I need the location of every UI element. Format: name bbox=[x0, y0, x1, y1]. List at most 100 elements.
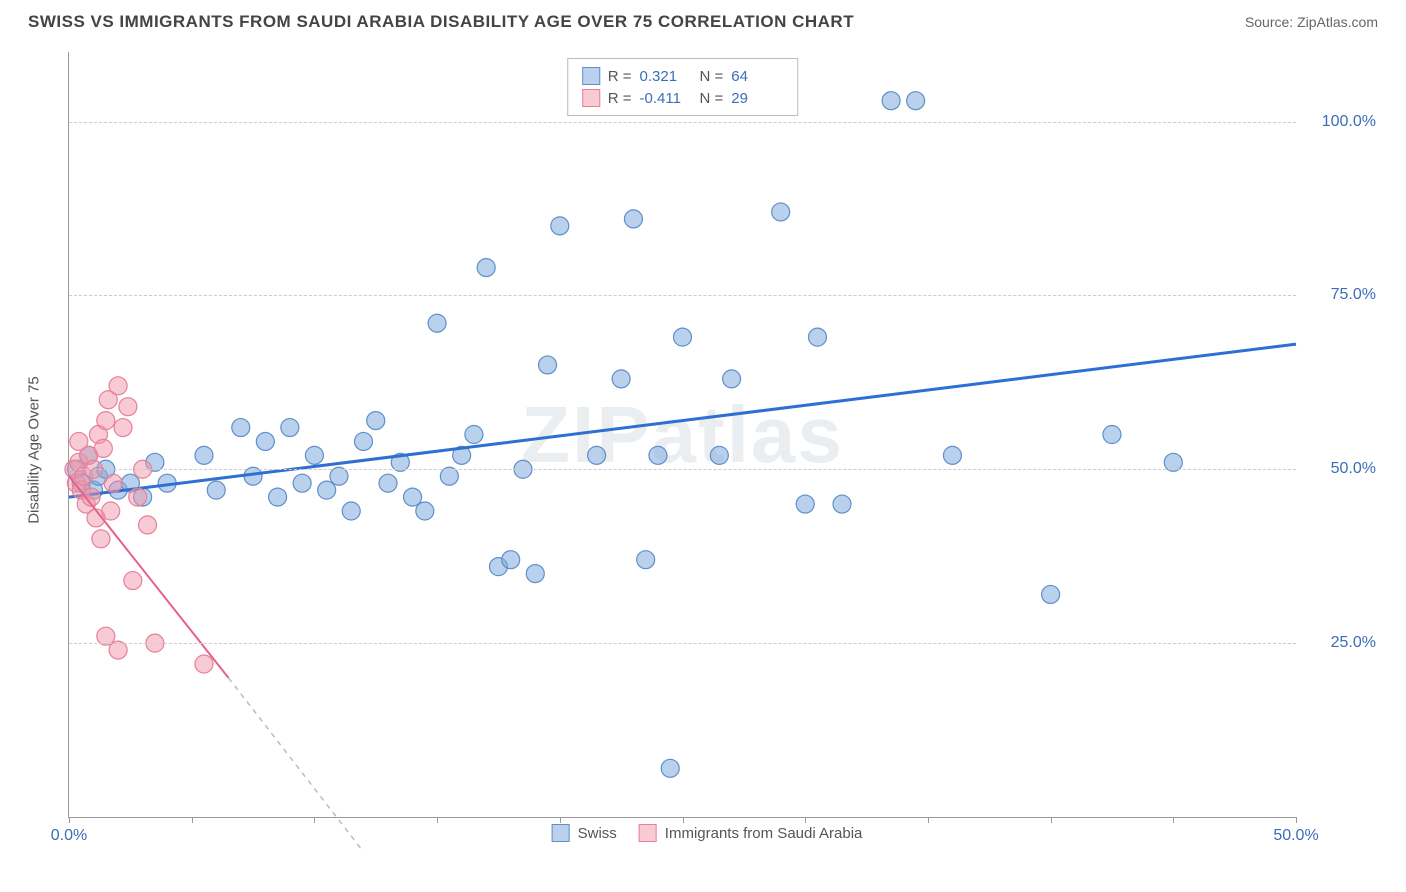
y-tick-label: 100.0% bbox=[1306, 113, 1376, 131]
data-point-swiss[interactable] bbox=[256, 432, 274, 450]
y-tick-label: 25.0% bbox=[1306, 634, 1376, 652]
data-point-swiss[interactable] bbox=[637, 551, 655, 569]
data-point-swiss[interactable] bbox=[1042, 585, 1060, 603]
bottom-legend: Swiss Immigrants from Saudi Arabia bbox=[552, 824, 863, 842]
data-point-swiss[interactable] bbox=[404, 488, 422, 506]
swatch-swiss bbox=[582, 67, 600, 85]
data-point-swiss[interactable] bbox=[772, 203, 790, 221]
data-point-saudi[interactable] bbox=[124, 572, 142, 590]
swatch-swiss bbox=[552, 824, 570, 842]
data-point-saudi[interactable] bbox=[94, 439, 112, 457]
swatch-saudi bbox=[639, 824, 657, 842]
data-point-swiss[interactable] bbox=[551, 217, 569, 235]
chart-title: SWISS VS IMMIGRANTS FROM SAUDI ARABIA DI… bbox=[28, 12, 854, 32]
grid-line bbox=[69, 295, 1296, 296]
swatch-saudi bbox=[582, 89, 600, 107]
r-value-saudi: -0.411 bbox=[640, 90, 692, 107]
data-point-swiss[interactable] bbox=[661, 759, 679, 777]
scatter-svg bbox=[69, 52, 1296, 817]
data-point-swiss[interactable] bbox=[195, 446, 213, 464]
trend-line-dash bbox=[229, 678, 364, 852]
data-point-swiss[interactable] bbox=[379, 474, 397, 492]
data-point-swiss[interactable] bbox=[539, 356, 557, 374]
grid-line bbox=[69, 122, 1296, 123]
data-point-swiss[interactable] bbox=[526, 565, 544, 583]
r-label: R = bbox=[608, 90, 632, 107]
legend-label-swiss: Swiss bbox=[578, 825, 617, 842]
n-label: N = bbox=[700, 68, 724, 85]
data-point-swiss[interactable] bbox=[833, 495, 851, 513]
x-tick bbox=[437, 817, 438, 823]
x-tick bbox=[560, 817, 561, 823]
x-tick bbox=[314, 817, 315, 823]
data-point-swiss[interactable] bbox=[207, 481, 225, 499]
data-point-swiss[interactable] bbox=[502, 551, 520, 569]
data-point-swiss[interactable] bbox=[674, 328, 692, 346]
data-point-saudi[interactable] bbox=[139, 516, 157, 534]
data-point-swiss[interactable] bbox=[305, 446, 323, 464]
data-point-swiss[interactable] bbox=[649, 446, 667, 464]
data-point-saudi[interactable] bbox=[97, 412, 115, 430]
data-point-swiss[interactable] bbox=[465, 426, 483, 444]
x-tick bbox=[69, 817, 70, 823]
data-point-swiss[interactable] bbox=[269, 488, 287, 506]
data-point-swiss[interactable] bbox=[710, 446, 728, 464]
n-value-saudi: 29 bbox=[731, 90, 783, 107]
data-point-swiss[interactable] bbox=[354, 432, 372, 450]
data-point-saudi[interactable] bbox=[102, 502, 120, 520]
data-point-swiss[interactable] bbox=[907, 92, 925, 110]
stats-row-saudi: R = -0.411 N = 29 bbox=[582, 87, 784, 109]
data-point-swiss[interactable] bbox=[367, 412, 385, 430]
legend-label-saudi: Immigrants from Saudi Arabia bbox=[665, 825, 863, 842]
data-point-swiss[interactable] bbox=[882, 92, 900, 110]
data-point-swiss[interactable] bbox=[723, 370, 741, 388]
x-tick bbox=[192, 817, 193, 823]
grid-line bbox=[69, 469, 1296, 470]
data-point-saudi[interactable] bbox=[70, 432, 88, 450]
x-tick bbox=[928, 817, 929, 823]
legend-item-swiss[interactable]: Swiss bbox=[552, 824, 617, 842]
x-tick-label: 0.0% bbox=[51, 827, 87, 845]
data-point-swiss[interactable] bbox=[624, 210, 642, 228]
data-point-saudi[interactable] bbox=[109, 377, 127, 395]
data-point-saudi[interactable] bbox=[195, 655, 213, 673]
x-tick-label: 50.0% bbox=[1273, 827, 1318, 845]
source-prefix: Source: bbox=[1245, 14, 1297, 30]
chart-container: Disability Age Over 75 ZIPatlas R = 0.32… bbox=[28, 52, 1386, 848]
data-point-saudi[interactable] bbox=[119, 398, 137, 416]
grid-line bbox=[69, 643, 1296, 644]
r-value-swiss: 0.321 bbox=[640, 68, 692, 85]
data-point-swiss[interactable] bbox=[342, 502, 360, 520]
data-point-swiss[interactable] bbox=[1103, 426, 1121, 444]
data-point-swiss[interactable] bbox=[588, 446, 606, 464]
stats-legend-box: R = 0.321 N = 64 R = -0.411 N = 29 bbox=[567, 58, 799, 116]
data-point-saudi[interactable] bbox=[104, 474, 122, 492]
data-point-swiss[interactable] bbox=[293, 474, 311, 492]
data-point-swiss[interactable] bbox=[281, 419, 299, 437]
r-label: R = bbox=[608, 68, 632, 85]
source-link[interactable]: ZipAtlas.com bbox=[1297, 14, 1378, 30]
data-point-swiss[interactable] bbox=[943, 446, 961, 464]
data-point-swiss[interactable] bbox=[416, 502, 434, 520]
y-tick-label: 50.0% bbox=[1306, 460, 1376, 478]
n-label: N = bbox=[700, 90, 724, 107]
x-tick bbox=[1051, 817, 1052, 823]
data-point-swiss[interactable] bbox=[612, 370, 630, 388]
data-point-swiss[interactable] bbox=[477, 259, 495, 277]
data-point-swiss[interactable] bbox=[232, 419, 250, 437]
legend-item-saudi[interactable]: Immigrants from Saudi Arabia bbox=[639, 824, 863, 842]
data-point-saudi[interactable] bbox=[129, 488, 147, 506]
data-point-swiss[interactable] bbox=[808, 328, 826, 346]
plot-area: ZIPatlas R = 0.321 N = 64 R = -0.411 N =… bbox=[68, 52, 1296, 818]
data-point-swiss[interactable] bbox=[428, 314, 446, 332]
data-point-swiss[interactable] bbox=[796, 495, 814, 513]
trend-line-swiss bbox=[69, 344, 1296, 497]
y-tick-label: 75.0% bbox=[1306, 286, 1376, 304]
data-point-saudi[interactable] bbox=[114, 419, 132, 437]
data-point-swiss[interactable] bbox=[318, 481, 336, 499]
data-point-saudi[interactable] bbox=[92, 530, 110, 548]
x-tick bbox=[1173, 817, 1174, 823]
stats-row-swiss: R = 0.321 N = 64 bbox=[582, 65, 784, 87]
n-value-swiss: 64 bbox=[731, 68, 783, 85]
source-attribution: Source: ZipAtlas.com bbox=[1245, 14, 1378, 30]
